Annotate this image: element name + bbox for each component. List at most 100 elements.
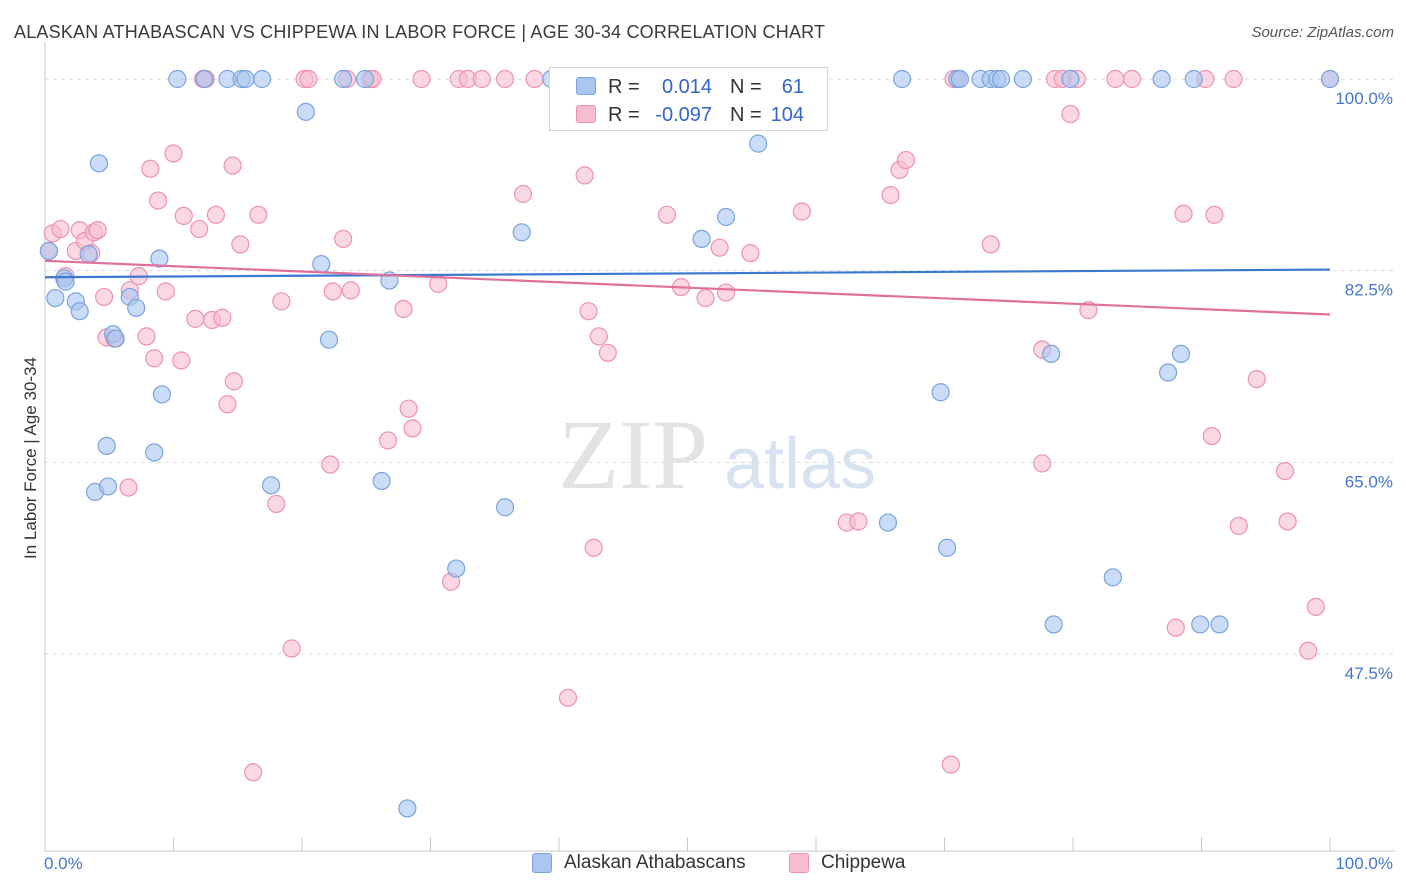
data-point (579, 302, 598, 321)
data-point (931, 383, 950, 402)
x-tick-label: 100.0% (1335, 854, 1393, 873)
data-point (1103, 568, 1122, 587)
data-point (716, 283, 736, 302)
data-point (137, 327, 156, 346)
data-point (152, 385, 172, 404)
data-point (299, 69, 318, 89)
data-point (355, 69, 375, 89)
data-point (1174, 204, 1193, 223)
data-point (1299, 641, 1318, 660)
watermark-zip: ZIP (558, 399, 708, 510)
athabascan-legend-swatch (532, 853, 552, 873)
data-point (378, 431, 398, 450)
data-point (341, 281, 360, 300)
n-label: N = (730, 104, 762, 126)
data-point (512, 223, 531, 242)
n-label: N = (730, 76, 762, 98)
data-point (1042, 344, 1061, 364)
data-point (589, 327, 608, 346)
data-point (39, 241, 58, 261)
data-point (1061, 69, 1080, 89)
y-tick-label: 65.0% (1345, 472, 1393, 491)
data-point (172, 351, 191, 370)
data-point (213, 308, 232, 327)
data-point (1275, 461, 1295, 481)
chippewa-swatch (576, 105, 596, 123)
data-point (145, 349, 164, 368)
data-points (39, 69, 1340, 818)
data-point (319, 330, 339, 349)
data-point (692, 229, 711, 249)
data-point (106, 329, 125, 348)
data-point (262, 476, 281, 495)
data-point (1320, 69, 1340, 89)
data-point (1166, 618, 1185, 637)
data-point (272, 292, 291, 311)
data-point (206, 205, 226, 224)
data-point (231, 235, 250, 254)
data-point (403, 419, 422, 438)
data-point (991, 69, 1011, 89)
trend-lines (44, 259, 1331, 316)
data-point (164, 144, 183, 163)
data-point (46, 288, 65, 308)
data-point (575, 166, 594, 185)
data-point (253, 69, 272, 89)
data-point (156, 282, 175, 301)
n-value: 104 (770, 104, 804, 126)
data-point (88, 221, 107, 240)
tick-labels: 100.0% 82.5% 65.0% 47.5% 0.0% 100.0% (44, 89, 1393, 873)
data-point (321, 455, 340, 474)
data-point (792, 202, 811, 221)
x-tick-label: 0.0% (44, 854, 83, 873)
data-point (696, 288, 715, 308)
data-point (1210, 615, 1229, 634)
data-point (525, 69, 544, 89)
data-point (1278, 512, 1297, 531)
data-point (148, 191, 168, 210)
data-point (513, 184, 533, 204)
data-point (145, 443, 164, 462)
data-point (937, 538, 957, 557)
data-point (412, 69, 431, 89)
y-tick-label: 82.5% (1345, 281, 1393, 300)
data-point (941, 755, 961, 774)
data-point (447, 559, 466, 578)
data-point (1106, 69, 1125, 89)
watermark: ZIP atlas (558, 399, 876, 510)
y-tick-label: 47.5% (1345, 664, 1393, 683)
data-point (174, 206, 193, 226)
source-label: Source: ZipAtlas.com (1251, 24, 1394, 41)
data-point (1123, 69, 1142, 89)
data-point (878, 513, 898, 532)
data-point (127, 298, 146, 318)
axes (44, 41, 1395, 852)
data-point (849, 512, 868, 531)
legend-row-chippewa: R = -0.097 N = 104 (550, 99, 827, 129)
data-point (141, 159, 160, 178)
data-point (312, 254, 331, 274)
data-point (584, 538, 603, 557)
r-value: -0.097 (655, 104, 712, 126)
data-point (1224, 69, 1243, 89)
chippewa-legend-label: Chippewa (821, 852, 906, 873)
data-point (218, 395, 237, 414)
correlation-legend: R = 0.014 N = 61 R = -0.097 N = 104 (549, 67, 828, 131)
athabascan-swatch (576, 77, 596, 95)
data-point (249, 205, 268, 224)
data-point (495, 69, 515, 89)
data-point (749, 134, 768, 153)
data-point (710, 238, 729, 257)
data-point (95, 287, 114, 307)
data-point (1079, 300, 1098, 320)
trend-line (44, 268, 1331, 279)
data-point (56, 272, 75, 291)
data-point (881, 185, 900, 205)
data-point (168, 69, 187, 89)
data-point (657, 205, 677, 224)
athabascan-legend-label: Alaskan Athabascans (564, 852, 746, 873)
data-point (1247, 369, 1266, 389)
data-point (70, 302, 89, 321)
data-point (97, 436, 116, 456)
